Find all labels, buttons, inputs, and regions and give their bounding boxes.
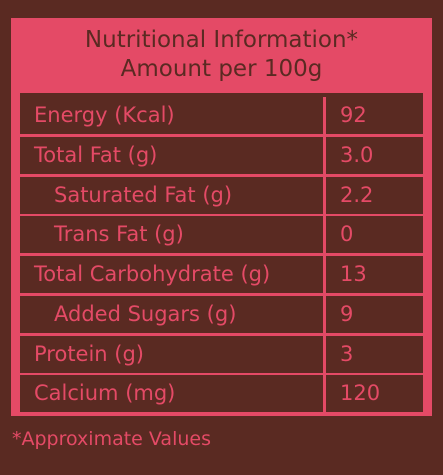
nutrition-title: Nutritional Information* [84, 27, 359, 53]
table-row-total-carbohydrate: Total Carbohydrate (g) 13 [20, 256, 423, 293]
table-row-protein: Protein (g) 3 [20, 336, 423, 373]
row-value: 3.0 [326, 137, 423, 174]
row-divider [20, 214, 423, 217]
row-value: 92 [326, 97, 423, 134]
row-divider [20, 373, 423, 376]
row-value: 2.2 [326, 177, 423, 214]
row-label: Saturated Fat (g) [20, 177, 326, 214]
row-label: Protein (g) [20, 336, 326, 373]
nutrition-panel: Nutritional Information* Amount per 100g… [11, 18, 432, 416]
table-row-calcium: Calcium (mg) 120 [20, 375, 423, 412]
table-row-energy: Energy (Kcal) 92 [20, 97, 423, 134]
row-divider [20, 253, 423, 256]
footnote: *Approximate Values [12, 428, 211, 450]
row-label: Trans Fat (g) [20, 216, 326, 253]
row-divider [20, 134, 423, 137]
row-label: Total Fat (g) [20, 137, 326, 174]
row-value: 9 [326, 296, 423, 333]
row-value: 3 [326, 336, 423, 373]
row-divider [20, 333, 423, 336]
row-value: 0 [326, 216, 423, 253]
row-divider [20, 174, 423, 177]
table-row-total-fat: Total Fat (g) 3.0 [20, 137, 423, 174]
row-value: 13 [326, 256, 423, 293]
table-row-added-sugars: Added Sugars (g) 9 [20, 296, 423, 333]
nutrition-header: Nutritional Information* Amount per 100g [11, 18, 432, 92]
row-label: Total Carbohydrate (g) [20, 256, 326, 293]
row-value: 120 [326, 375, 423, 412]
table-row-trans-fat: Trans Fat (g) 0 [20, 216, 423, 253]
table-row-saturated-fat: Saturated Fat (g) 2.2 [20, 177, 423, 214]
row-label: Calcium (mg) [20, 375, 326, 412]
row-label: Energy (Kcal) [20, 97, 326, 134]
nutrition-table: Energy (Kcal) 92 Total Fat (g) 3.0 Satur… [20, 93, 423, 412]
row-divider [20, 293, 423, 296]
row-label: Added Sugars (g) [20, 296, 326, 333]
nutrition-subtitle: Amount per 100g [120, 56, 323, 82]
